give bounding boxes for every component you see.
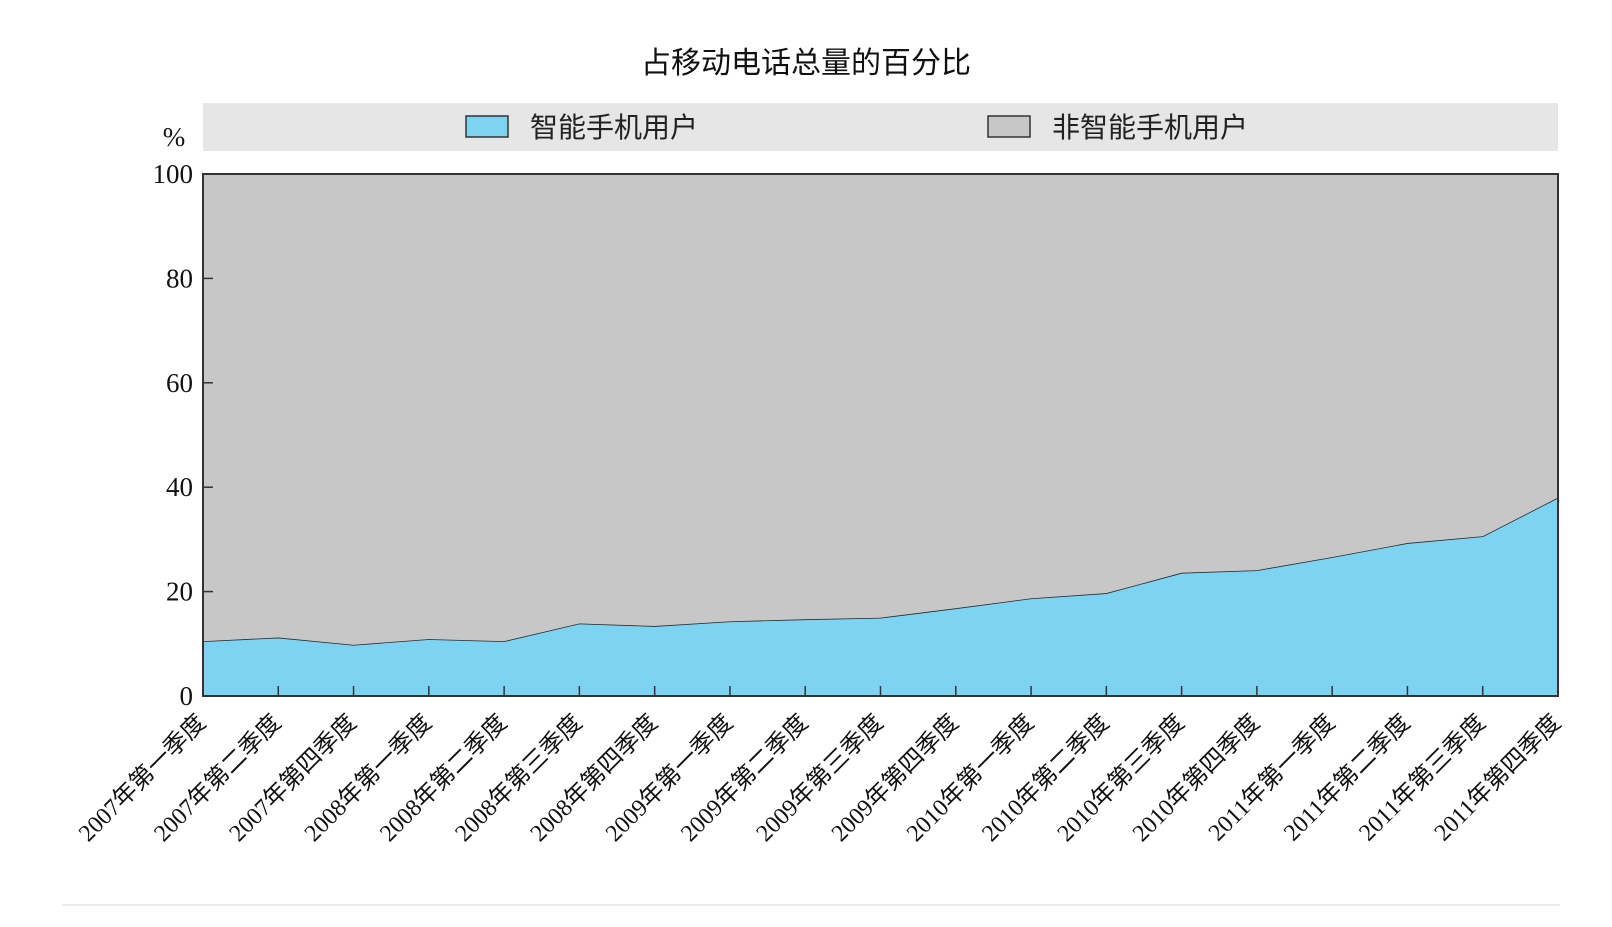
x-tick-label-16: 2011年第一季度 [1203, 709, 1340, 846]
y-axis-unit-label: % [163, 122, 186, 152]
x-tick-label-18: 2011年第三季度 [1354, 709, 1491, 846]
x-tick-label-5: 2008年第二季度 [374, 709, 512, 847]
x-tick-label-4: 2008年第一季度 [299, 709, 437, 847]
y-tick-label-0: 0 [180, 681, 194, 711]
x-tick-label-9: 2009年第二季度 [676, 709, 814, 847]
legend: 智能手机用户 非智能手机用户 [465, 111, 1248, 144]
y-tick-label-40: 40 [166, 472, 193, 502]
legend-swatch-1 [465, 115, 509, 138]
x-tick-label-11: 2009年第四季度 [826, 709, 964, 847]
y-tick-label-60: 60 [166, 368, 193, 398]
legend-background [203, 103, 1558, 151]
x-tick-label-15: 2010年第四季度 [1127, 709, 1265, 847]
x-tick-label-13: 2010年第二季度 [977, 709, 1115, 847]
x-tick-label-19: 2011年第四季度 [1429, 709, 1566, 846]
x-tick-label-10: 2009年第三季度 [751, 709, 889, 847]
y-tick-label-80: 80 [166, 263, 193, 293]
y-tick-label-100: 100 [153, 159, 194, 189]
x-tick-label-8: 2009年第一季度 [600, 709, 738, 847]
y-tick-label-20: 20 [166, 577, 193, 607]
x-tick-label-14: 2010年第三季度 [1052, 709, 1190, 847]
x-tick-label-3: 2007年第四季度 [224, 709, 362, 847]
x-tick-label-17: 2011年第二季度 [1278, 709, 1415, 846]
x-tick-label-6: 2008年第三季度 [450, 709, 588, 847]
x-tick-label-2: 2007年第二季度 [149, 709, 287, 847]
area-series-1 [203, 497, 1558, 696]
x-tick-label-1: 2007年第一季度 [73, 709, 211, 847]
x-axis: 2007年第一季度2007年第二季度2007年第四季度2008年第一季度2008… [73, 686, 1566, 847]
x-tick-label-12: 2010年第一季度 [901, 709, 1039, 847]
y-axis: 0 20 40 60 80 100 [153, 159, 213, 711]
chart-title: 占移动电话总量的百分比 [641, 46, 971, 81]
legend-swatch-2 [987, 115, 1031, 138]
x-tick-label-7: 2008年第四季度 [525, 709, 663, 847]
area-series-2 [203, 174, 1558, 645]
legend-label-1: 智能手机用户 [530, 111, 698, 144]
series-areas [202, 173, 1559, 696]
legend-label-2: 非智能手机用户 [1052, 111, 1248, 144]
